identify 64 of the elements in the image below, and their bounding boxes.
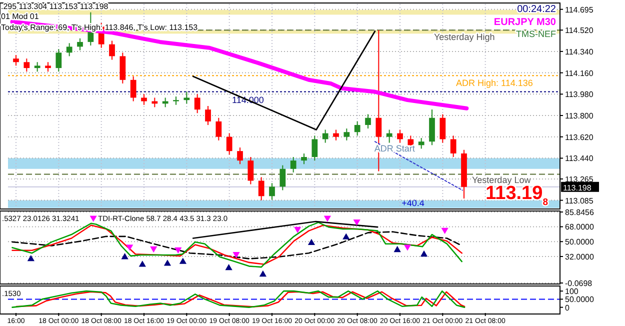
annotation: 01 Mod 01 — [1, 12, 40, 21]
annotation: 113.19$_{8}$ — [486, 183, 548, 208]
candlestick — [34, 62, 40, 72]
ref-line-label: 113.198 — [563, 183, 592, 192]
candlestick — [248, 156, 254, 185]
candlestick — [333, 129, 339, 141]
candlestick — [56, 48, 62, 72]
candlestick — [397, 129, 403, 144]
y-tick-label: 113.800 — [565, 111, 594, 120]
candlestick — [216, 117, 222, 141]
candlestick — [77, 38, 83, 51]
y-tick-label: 113.085 — [565, 196, 594, 206]
candlestick — [13, 54, 19, 66]
candlestick — [120, 52, 126, 84]
y-tick-label: 114.340 — [565, 47, 594, 56]
candlestick — [184, 91, 190, 104]
candlestick — [141, 94, 147, 106]
candlestick — [109, 40, 115, 60]
y-tick-label: 32.0000 — [565, 252, 594, 262]
annotation: .295 113.304 113.153 113.198 — [1, 2, 109, 11]
candlestick — [290, 156, 296, 173]
y-tick-label: 50.0000 — [565, 295, 594, 304]
ref-line-label: Yesterday Low — [472, 175, 532, 185]
candlestick — [130, 76, 136, 102]
candlestick — [205, 106, 211, 126]
candlestick — [66, 42, 72, 57]
annotation: EURJPY M30 — [494, 17, 556, 28]
candlestick — [45, 62, 51, 72]
y-tick-label: 114.695 — [565, 5, 594, 14]
annotation: TMS-NEF — [516, 29, 556, 39]
ref-line-label: ADR High: 114.136 — [456, 78, 533, 88]
y-tick-label: 100 — [565, 287, 579, 296]
candlestick — [194, 94, 200, 114]
candlestick — [365, 114, 371, 130]
y-tick-label: 113.620 — [565, 132, 594, 142]
band-label: +40.4 — [402, 198, 424, 208]
candlestick — [258, 176, 264, 201]
y-tick-label: 114.160 — [565, 68, 594, 78]
candlestick — [344, 128, 350, 141]
candlestick — [24, 58, 30, 72]
y-tick-label: 0 — [565, 303, 570, 312]
candlestick — [450, 135, 456, 158]
candlestick — [418, 138, 424, 150]
y-tick-label: 68.0000 — [565, 222, 594, 232]
y-tick-label: 113.265 — [565, 174, 594, 184]
y-tick-label: 113.440 — [565, 154, 594, 164]
y-tick-label: 50.0000 — [565, 238, 594, 247]
candlestick — [269, 182, 275, 200]
annotation: 00:24:22 — [517, 4, 556, 15]
candlestick — [322, 129, 328, 144]
ref-line-label: Yesterday High — [434, 32, 495, 42]
y-tick-label: 114.520 — [565, 26, 594, 36]
candlestick — [440, 114, 446, 144]
y-tick-label: -0.0698 — [565, 279, 593, 288]
candlestick — [386, 129, 392, 144]
candlestick — [301, 152, 307, 165]
candlestick — [237, 147, 243, 165]
candlestick — [226, 132, 232, 156]
candlestick — [429, 109, 435, 146]
candlestick — [312, 135, 318, 162]
candlestick — [280, 164, 286, 191]
y-tick-label: 113.980 — [565, 90, 594, 100]
y-tick-label: 85.8456 — [565, 208, 594, 217]
candlestick — [354, 120, 360, 136]
